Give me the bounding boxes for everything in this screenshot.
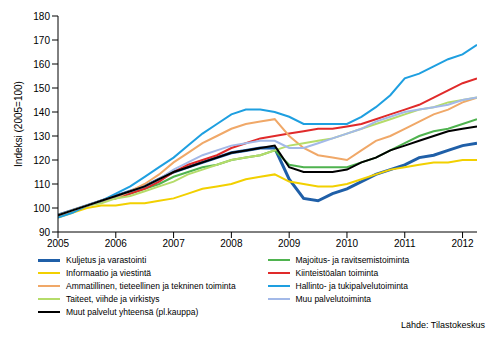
html-text:Kiinteistöalan toiminta: Kiinteistöalan toiminta [295,268,379,278]
svg-text:90: 90 [39,227,51,238]
svg-text:2005: 2005 [47,238,70,249]
svg-text:2008: 2008 [220,238,243,249]
svg-text:2006: 2006 [105,238,128,249]
svg-text:140: 140 [33,107,50,118]
svg-text:150: 150 [33,83,50,94]
svg-text:160: 160 [33,59,50,70]
svg-text:2009: 2009 [278,238,301,249]
html-text:Hallinto- ja tukipalvelutoimin: Hallinto- ja tukipalvelutoiminta [295,281,408,291]
html-text:Muut palvelut yhteensä (pl.kau: Muut palvelut yhteensä (pl.kauppa) [66,307,199,317]
svg-text:100: 100 [33,203,50,214]
svg-text:110: 110 [34,179,50,190]
html-text:Kuljetus ja varastointi: Kuljetus ja varastointi [66,255,147,265]
html-text:Ammatillinen, tieteellinen ja: Ammatillinen, tieteellinen ja tekninen t… [66,281,236,291]
html-text:Majoitus- ja ravitsemistoimint: Majoitus- ja ravitsemistoiminta [295,255,410,265]
svg-text:Indeksi (2005=100): Indeksi (2005=100) [13,81,24,167]
html-text:Taiteet, viihde ja virkistys: Taiteet, viihde ja virkistys [66,294,160,304]
html-text:Lähde: Tilastokeskus: Lähde: Tilastokeskus [400,320,485,330]
svg-text:130: 130 [33,131,50,142]
svg-text:120: 120 [33,155,50,166]
svg-text:2010: 2010 [336,238,359,249]
svg-text:180: 180 [33,11,50,22]
html-text:Informaatio ja viestintä: Informaatio ja viestintä [66,268,151,278]
svg-text:2007: 2007 [162,238,185,249]
html-text:Muu palvelutoiminta: Muu palvelutoiminta [295,294,372,304]
svg-text:170: 170 [33,35,50,46]
svg-text:2011: 2011 [394,238,416,249]
svg-text:2012: 2012 [451,238,474,249]
